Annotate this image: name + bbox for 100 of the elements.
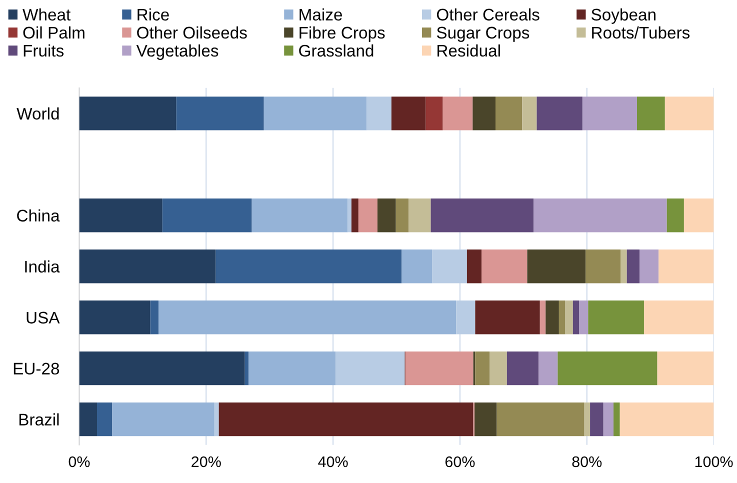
- bar: [522, 96, 537, 130]
- bar: [79, 300, 150, 334]
- x-tick-label: 20%: [192, 456, 221, 468]
- y-tick-label: India: [25, 260, 60, 273]
- y-tick-label: EU-28: [14, 362, 60, 375]
- bar: [162, 198, 252, 232]
- bar: [218, 402, 474, 436]
- bar: [79, 402, 97, 436]
- x-tick-label: 80%: [572, 456, 602, 468]
- bar: [176, 96, 264, 130]
- legend-label: Rice: [138, 8, 169, 21]
- bar: [614, 402, 620, 436]
- bar: [496, 402, 584, 436]
- x-tick-label: 100%: [695, 456, 733, 468]
- legend-label: Other Oilseeds: [137, 26, 247, 39]
- bar: [358, 198, 378, 232]
- bar: [684, 198, 714, 232]
- bar: [391, 96, 426, 130]
- legend-label: Sugar Crops: [436, 26, 530, 42]
- bar: [430, 198, 534, 232]
- bar: [96, 402, 112, 436]
- bar: [466, 250, 482, 284]
- bar: [158, 300, 456, 334]
- bar: [216, 250, 402, 284]
- bar: [490, 352, 507, 386]
- y-tick-label: China: [17, 209, 60, 222]
- bar: [620, 402, 714, 436]
- bar: [565, 300, 573, 334]
- bar: [666, 198, 684, 232]
- bar: [626, 250, 640, 284]
- legend-label: Fruits: [24, 44, 64, 57]
- bar: [396, 198, 409, 232]
- bar: [582, 96, 638, 130]
- bar: [348, 198, 352, 232]
- y-tick-label: World: [16, 107, 59, 120]
- bar: [506, 352, 539, 386]
- legend-label: Fibre Crops: [300, 26, 385, 42]
- bar: [351, 198, 358, 232]
- bar: [664, 96, 714, 130]
- bar: [579, 300, 588, 334]
- bar: [405, 352, 474, 386]
- x-tick-label: 0%: [68, 456, 90, 468]
- bar: [586, 250, 621, 284]
- bar: [214, 402, 219, 436]
- legend-label: Other Cereals: [436, 8, 540, 21]
- bar: [540, 300, 546, 334]
- x-tick-label: 40%: [318, 456, 348, 468]
- bar: [527, 250, 586, 284]
- bar: [264, 96, 367, 130]
- y-tick-label: USA: [26, 312, 60, 324]
- bar: [475, 300, 540, 334]
- bar: [442, 96, 473, 130]
- bar: [482, 250, 528, 284]
- bar: [79, 250, 216, 284]
- legend-label: Oil Palm: [23, 26, 84, 39]
- legend-label: Grassland: [299, 44, 374, 57]
- bar: [252, 198, 348, 232]
- x-tick-label: 60%: [445, 456, 475, 468]
- legend-label: Vegetables: [136, 44, 218, 60]
- bar: [644, 300, 714, 334]
- bar: [336, 352, 405, 386]
- legend-label: Maize: [300, 8, 342, 21]
- bar: [536, 96, 582, 130]
- bar: [377, 198, 396, 232]
- bar: [474, 402, 497, 436]
- bar: [546, 300, 559, 334]
- bar: [495, 96, 522, 130]
- bar: [248, 352, 336, 386]
- bar: [640, 250, 659, 284]
- bar: [572, 300, 580, 334]
- bar: [475, 352, 490, 386]
- bar: [558, 352, 658, 386]
- bar: [244, 352, 249, 386]
- y-tick-label: Brazil: [19, 413, 59, 426]
- bar: [637, 96, 665, 130]
- bar: [79, 198, 162, 232]
- bar: [534, 198, 667, 232]
- bar: [432, 250, 467, 284]
- bar: [657, 352, 714, 386]
- bar: [472, 96, 496, 130]
- bar: [538, 352, 558, 386]
- bar: [584, 402, 590, 436]
- bar: [456, 300, 476, 334]
- legend-label: Roots/Tubers: [592, 26, 690, 39]
- bar: [79, 96, 176, 130]
- bar: [112, 402, 214, 436]
- bar: [402, 250, 432, 284]
- bar: [79, 352, 245, 386]
- bar: [558, 300, 566, 334]
- bar: [426, 96, 443, 130]
- bar: [588, 300, 644, 334]
- bar: [408, 198, 431, 232]
- legend-label: Wheat: [22, 8, 71, 21]
- bar: [590, 402, 604, 436]
- bar: [150, 300, 159, 334]
- legend-label: Residual: [438, 44, 500, 57]
- bar: [658, 250, 714, 284]
- bar: [603, 402, 614, 436]
- bar: [366, 96, 392, 130]
- bar: [620, 250, 627, 284]
